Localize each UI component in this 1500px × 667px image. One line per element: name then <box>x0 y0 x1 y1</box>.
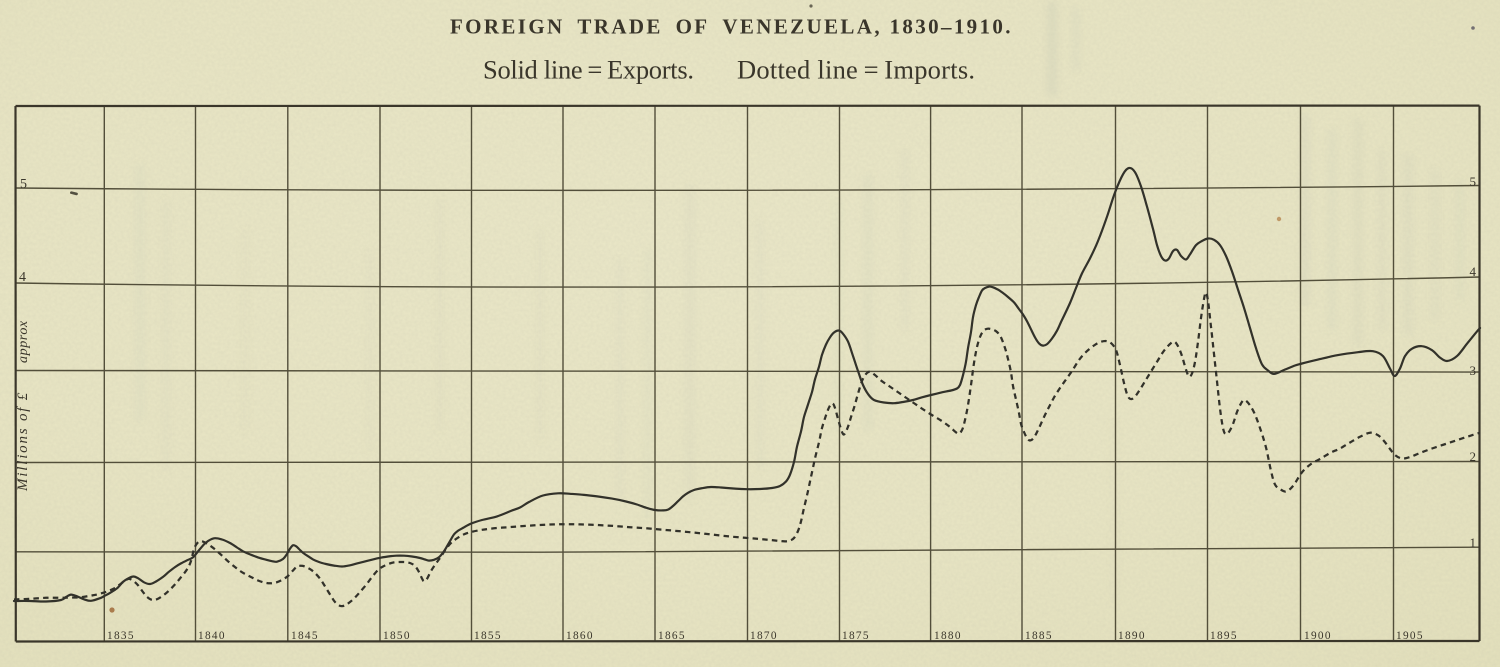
svg-text:1870: 1870 <box>750 630 778 642</box>
svg-text:1895: 1895 <box>1210 630 1238 642</box>
svg-text:1875: 1875 <box>842 630 870 642</box>
svg-text:approx: approx <box>16 320 31 363</box>
svg-text:1890: 1890 <box>1118 630 1146 642</box>
svg-text:1900: 1900 <box>1304 630 1332 642</box>
svg-text:5: 5 <box>1470 174 1477 189</box>
svg-text:1865: 1865 <box>658 630 686 642</box>
svg-text:1885: 1885 <box>1025 630 1053 642</box>
svg-text:1845: 1845 <box>291 630 319 642</box>
svg-text:4: 4 <box>19 270 26 285</box>
svg-text:1880: 1880 <box>934 630 962 642</box>
svg-text:Solid line = Exports.: Solid line = Exports. <box>483 55 694 85</box>
svg-text:Dotted line = Imports.: Dotted line = Imports. <box>737 55 975 85</box>
svg-text:1855: 1855 <box>474 630 502 642</box>
svg-text:1840: 1840 <box>198 630 226 642</box>
svg-text:1: 1 <box>1470 535 1477 550</box>
svg-text:Millions of £: Millions of £ <box>15 391 31 492</box>
svg-text:3: 3 <box>1470 363 1477 378</box>
svg-text:1905: 1905 <box>1396 630 1424 642</box>
svg-text:1850: 1850 <box>383 630 411 642</box>
svg-text:1835: 1835 <box>107 630 135 642</box>
svg-text:FOREIGN TRADE OF VENEZUELA, 18: FOREIGN TRADE OF VENEZUELA, 1830–1910. <box>450 15 1012 39</box>
svg-text:4: 4 <box>1470 264 1477 279</box>
svg-text:1860: 1860 <box>566 630 594 642</box>
svg-text:5: 5 <box>20 177 27 192</box>
svg-text:2: 2 <box>1470 449 1477 464</box>
